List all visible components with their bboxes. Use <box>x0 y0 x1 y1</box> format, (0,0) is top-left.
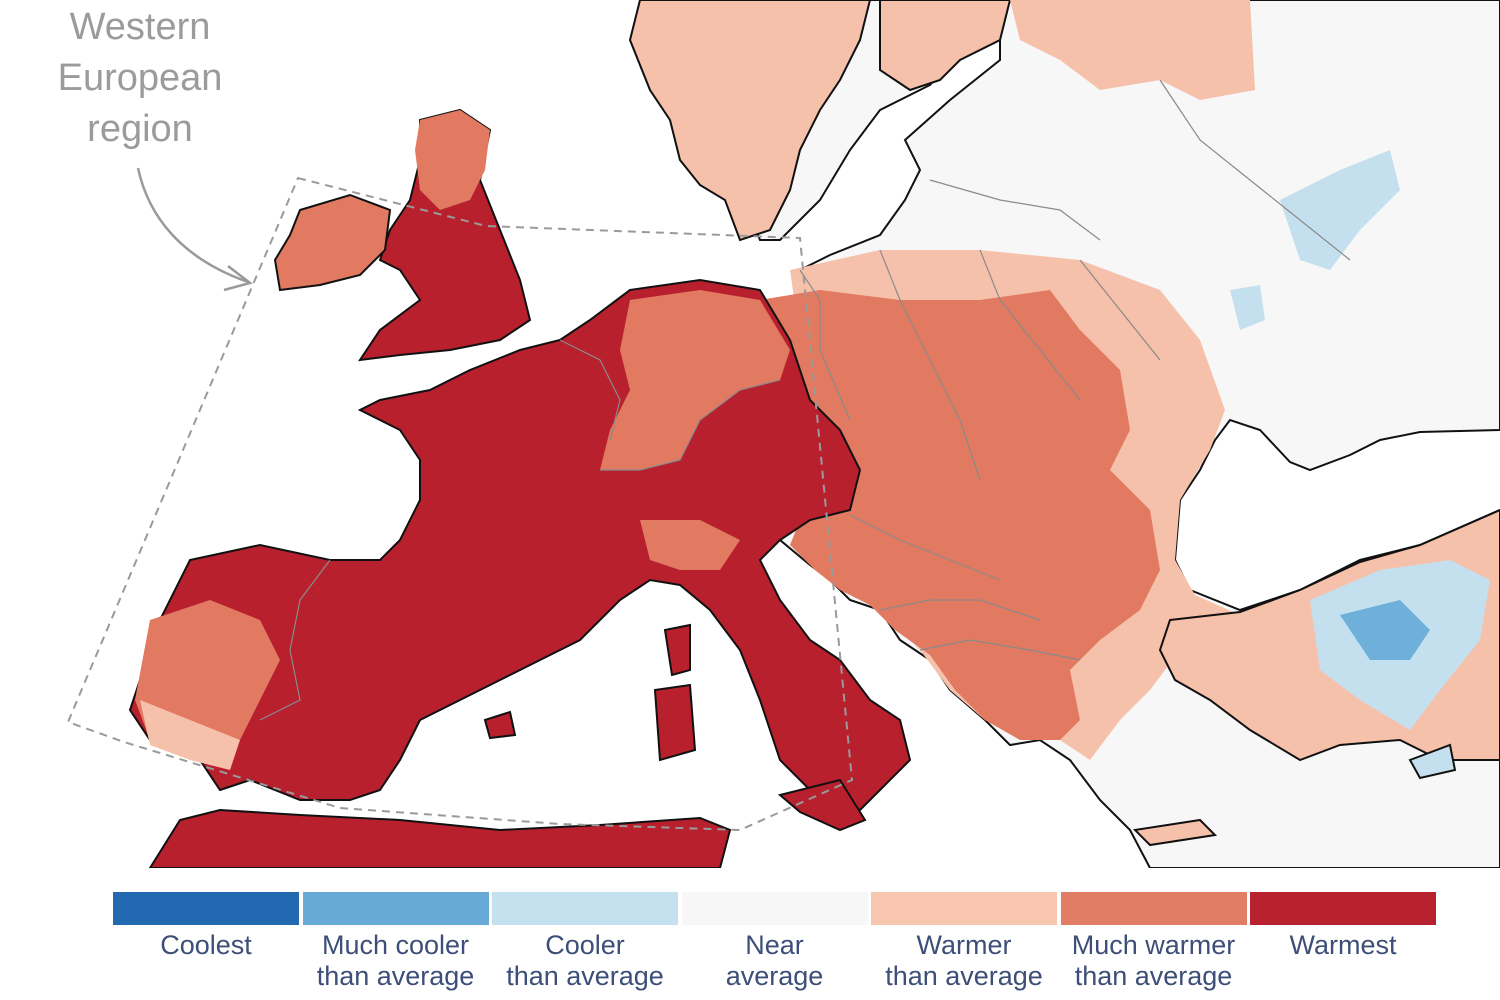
crete-land <box>1132 818 1218 847</box>
ireland-land <box>273 193 392 292</box>
finland-land <box>879 0 1012 92</box>
legend-item: Coolest <box>113 892 299 992</box>
italy-much-warmer <box>640 520 740 570</box>
legend-swatch <box>1250 892 1436 925</box>
western-europe-land <box>128 278 912 812</box>
sicily-land <box>777 778 867 832</box>
legend-swatch <box>1060 892 1247 925</box>
legend-label: Coolest <box>160 930 252 960</box>
northeast-warm-patch <box>1010 0 1255 100</box>
legend-label: Cooler than average <box>506 930 664 991</box>
legend-label: Warmest <box>1289 930 1397 960</box>
cyprus-land <box>1408 743 1457 780</box>
legend-swatch <box>113 892 299 925</box>
central-much-warmer-overlay <box>600 290 790 470</box>
britain-north-warmer <box>415 110 490 210</box>
map-canvas <box>66 0 1500 868</box>
legend-swatch <box>681 892 868 925</box>
country-borders <box>259 79 1351 721</box>
legend-item: Cooler than average <box>492 892 678 992</box>
region-pointer-arrowhead <box>223 265 253 292</box>
turkey-much-cooler-patch <box>1340 600 1430 660</box>
legend-item: Warmer than average <box>871 892 1057 992</box>
legend: Coolest Much cooler than average Cooler th… <box>113 892 1437 992</box>
western-european-region-box <box>66 176 854 832</box>
central-europe-much-warmer <box>760 290 1160 740</box>
legend-label: Much warmer than average <box>1071 930 1236 991</box>
corsica-land <box>663 623 691 677</box>
region-pointer-arrow <box>136 167 249 284</box>
north-africa-land <box>148 808 732 868</box>
legend-item: Much cooler than average <box>302 892 489 992</box>
legend-item: Near average <box>681 892 868 992</box>
region-label: Western European region <box>57 6 223 150</box>
legend-item: Warmest <box>1250 892 1436 992</box>
sardinia-land <box>653 683 697 762</box>
balearic-land <box>483 710 517 740</box>
legend-label: Near average <box>725 930 824 991</box>
ukraine-cool-patch <box>1230 285 1265 330</box>
legend-label: Much cooler than average <box>316 930 475 991</box>
legend-item: Much warmer than average <box>1060 892 1247 992</box>
russia-cool-patch <box>1280 150 1400 270</box>
legend-swatch <box>302 892 489 925</box>
legend-swatch <box>492 892 678 925</box>
europe-temperature-map: Western European region <box>57 0 1500 868</box>
scandinavia-land <box>628 0 872 242</box>
legend-swatch <box>871 892 1057 925</box>
legend-label: Warmer than average <box>885 930 1043 991</box>
iberia-warmer <box>140 700 240 770</box>
